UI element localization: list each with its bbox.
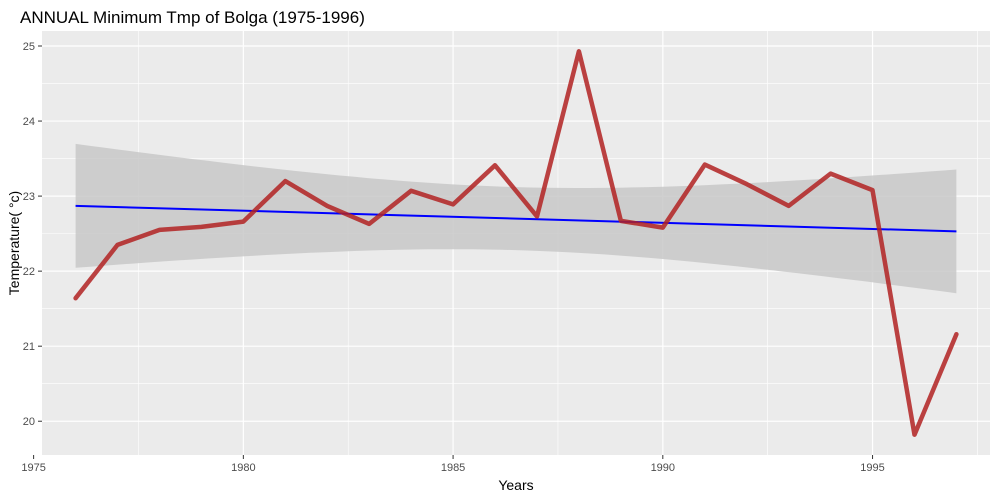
x-tick-label: 1980	[231, 462, 255, 474]
y-tick-label: 25	[23, 41, 35, 53]
y-axis-title: Temperature( °c)	[6, 191, 22, 295]
series-group	[73, 49, 959, 437]
trend-line-group	[75, 204, 957, 233]
series-line	[73, 49, 959, 437]
y-axis-ticks: 20 21 22 23 24 25	[23, 41, 42, 428]
y-tick-label: 24	[23, 116, 35, 128]
x-axis-title: Years	[498, 477, 533, 493]
chart-title: ANNUAL Minimum Tmp of Bolga (1975-1996)	[20, 8, 365, 27]
x-axis-ticks: 1975 1980 1985 1990 1995	[21, 455, 885, 474]
x-tick-label: 1995	[860, 462, 884, 474]
trend-line	[75, 204, 957, 233]
y-tick-label: 20	[23, 416, 35, 428]
x-tick-label: 1990	[651, 462, 675, 474]
y-tick-label: 22	[23, 266, 35, 278]
x-tick-label: 1975	[21, 462, 45, 474]
y-tick-label: 21	[23, 341, 35, 353]
y-tick-label: 23	[23, 191, 35, 203]
x-tick-label: 1985	[441, 462, 465, 474]
